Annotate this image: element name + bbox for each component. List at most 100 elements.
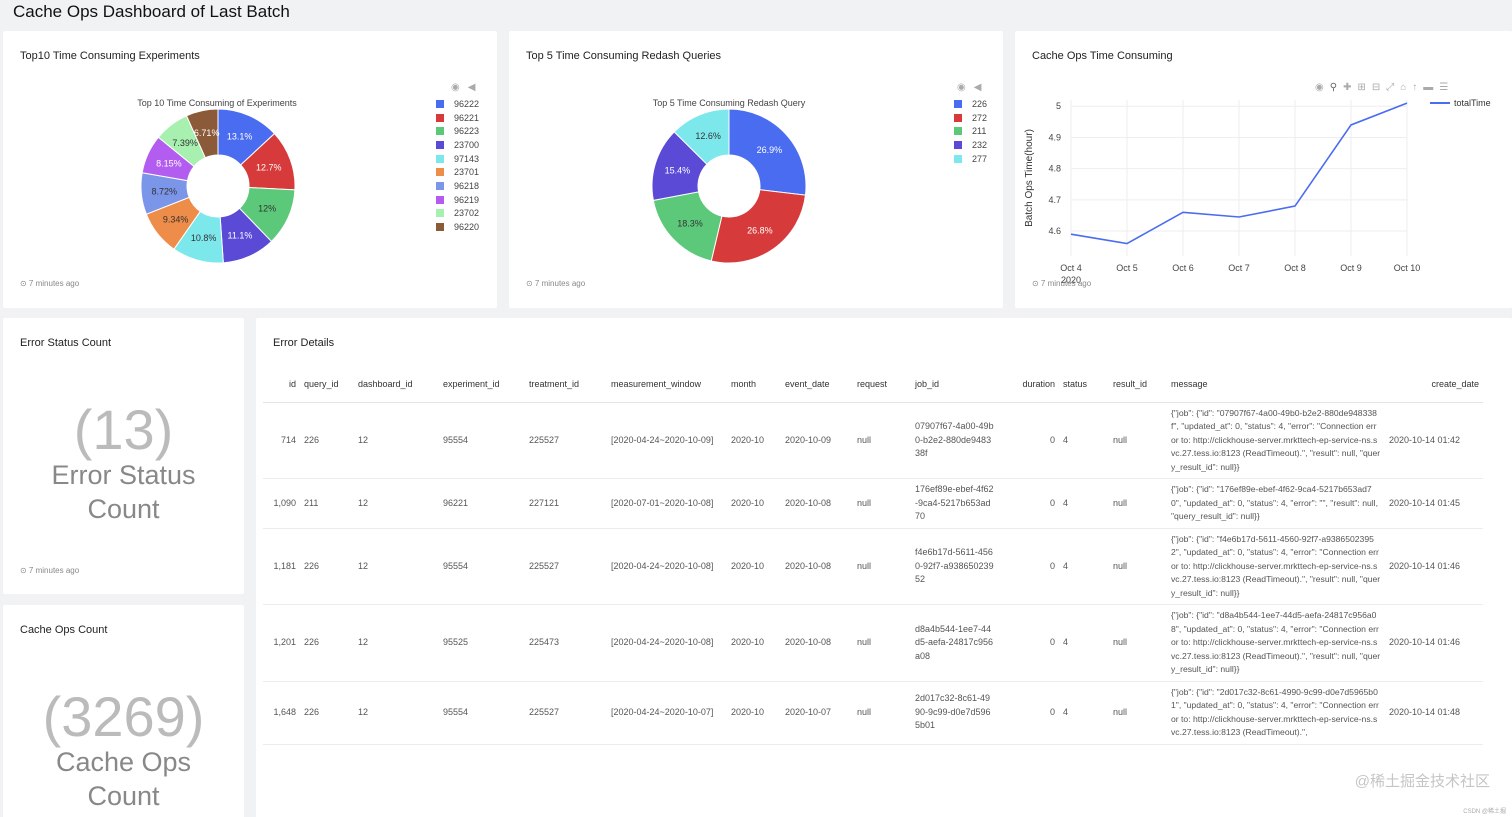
x-tick-label: Oct 6: [1172, 263, 1194, 273]
legend-item[interactable]: 97143: [436, 152, 479, 166]
pan-icon[interactable]: ✚: [1343, 82, 1352, 93]
table-cell: 227121: [525, 478, 607, 529]
legend-label[interactable]: totalTime: [1454, 98, 1491, 108]
legend-item[interactable]: 96220: [436, 220, 479, 234]
reset-axes-icon[interactable]: ⌂: [1400, 82, 1407, 93]
column-header[interactable]: measurement_window: [607, 366, 727, 403]
pie-chart[interactable]: 13.1% 12.7% 12% 11.1% 10.8%9.34% 8.72% 8.15% 7.…: [133, 101, 303, 271]
zoom-icon[interactable]: ⚲: [1329, 82, 1338, 93]
legend-label: 232: [972, 139, 988, 150]
legend-item[interactable]: 226: [954, 97, 987, 111]
table-cell: 95554: [439, 681, 525, 745]
autoscale-icon[interactable]: ⤢: [1386, 82, 1395, 93]
table-cell: 1,090: [263, 478, 300, 529]
legend-item[interactable]: 232: [954, 138, 987, 152]
legend-swatch: [436, 223, 444, 232]
legend-item[interactable]: 96223: [436, 124, 479, 138]
panel-title: Error Details: [273, 337, 335, 349]
legend-item[interactable]: 96219: [436, 193, 479, 207]
table-row[interactable]: 1,090 211 12 96221 227121 [2020-07-01~2020-10…: [263, 478, 1483, 529]
table-row[interactable]: 1,201 226 12 95525 225473 [2020-04-24~2020-10…: [263, 604, 1483, 682]
table-cell: 226: [300, 681, 354, 745]
column-header[interactable]: experiment_id: [439, 366, 525, 403]
slice-label: 26.9%: [757, 145, 783, 155]
error-details-panel: Error Details id query_id dashboard_id expe…: [256, 318, 1512, 817]
column-header[interactable]: job_id: [911, 366, 999, 403]
spike-icon[interactable]: ↑: [1412, 82, 1418, 93]
table-cell: 226: [300, 604, 354, 682]
column-header[interactable]: event_date: [781, 366, 853, 403]
column-header[interactable]: id: [263, 366, 300, 403]
table-cell: 2020-10: [727, 478, 781, 529]
camera-icon[interactable]: ◉: [451, 82, 460, 93]
legend-label: 23701: [454, 167, 480, 178]
pie-slice[interactable]: [652, 191, 723, 262]
column-header[interactable]: result_id: [1109, 366, 1167, 403]
column-header[interactable]: dashboard_id: [354, 366, 439, 403]
tag-icon[interactable]: ◀: [467, 82, 476, 93]
camera-icon[interactable]: ◉: [957, 82, 966, 93]
table-cell: 1,181: [263, 528, 300, 605]
line-chart[interactable]: 5 4.9 4.8 4.7 4.6 Oct 4 Oct 5 Oct 6 Oct 7 Oct 8 Oc…: [1015, 86, 1505, 286]
table-cell: {"job": {"id": "07907f67-4a00-49b0-b2e2-…: [1167, 402, 1385, 479]
x-year-label: 2020: [1061, 275, 1081, 285]
chart-legend[interactable]: 226 272 211 232 277: [954, 97, 987, 165]
legend-item[interactable]: 277: [954, 152, 987, 166]
table-cell: 2020-10-14 01:42: [1385, 402, 1483, 479]
legend-label: 211: [972, 126, 987, 137]
legend-item[interactable]: 23702: [436, 207, 479, 221]
pie-slice[interactable]: [185, 108, 219, 159]
table-cell: 12: [354, 402, 439, 479]
zoom-in-icon[interactable]: ⊞: [1357, 82, 1366, 93]
table-cell: 2020-10: [727, 528, 781, 605]
column-header[interactable]: query_id: [300, 366, 354, 403]
column-header[interactable]: treatment_id: [525, 366, 607, 403]
table-cell: 12: [354, 478, 439, 529]
legend-item[interactable]: 96222: [436, 97, 479, 111]
legend-item[interactable]: 96221: [436, 111, 479, 125]
x-tick-label: Oct 9: [1340, 263, 1362, 273]
camera-icon[interactable]: ◉: [1315, 82, 1324, 93]
legend-label: 23700: [454, 139, 480, 150]
closest-icon[interactable]: ☰: [1439, 82, 1449, 93]
legend-label: 96218: [454, 180, 480, 191]
counter-value: (13): [73, 398, 174, 461]
experiments-panel: Top10 Time Consuming Experiments ◉ ◀ Top…: [3, 31, 497, 308]
table-cell: 2d017c32-8c61-4990-9c99-d0e7d5965b01: [911, 681, 999, 745]
chart-legend[interactable]: 96222 96221 96223 23700 97143 23701 96218 96219…: [436, 97, 479, 234]
legend-item[interactable]: 23701: [436, 165, 479, 179]
table-row[interactable]: 714 226 12 95554 225527 [2020-04-24~2020-10-0…: [263, 402, 1483, 479]
table-cell: null: [853, 604, 911, 682]
error-status-panel: Error Status Count (13) Error Status Cou…: [3, 318, 244, 594]
tag-icon[interactable]: ◀: [973, 82, 982, 93]
compare-icon[interactable]: ▬: [1423, 82, 1434, 93]
table-row[interactable]: 1,648 226 12 95554 225527 [2020-04-24~2020-10…: [263, 681, 1483, 745]
table-cell: 211: [300, 478, 354, 529]
pie-slice[interactable]: [710, 189, 807, 264]
zoom-out-icon[interactable]: ⊟: [1371, 82, 1381, 93]
slice-label: 8.72%: [152, 186, 178, 196]
slice-label: 11.1%: [227, 230, 252, 240]
legend-item[interactable]: 272: [954, 111, 987, 125]
column-header[interactable]: create_date: [1385, 366, 1483, 403]
column-header[interactable]: message: [1167, 366, 1385, 403]
pie-slice[interactable]: [673, 108, 730, 165]
csdn-watermark: CSDN @稀土掘: [1463, 809, 1506, 815]
column-header[interactable]: duration: [999, 366, 1059, 403]
pie-chart[interactable]: 26.9% 26.8% 18.3% 15.4% 12.6%: [644, 101, 814, 271]
column-header[interactable]: month: [727, 366, 781, 403]
table-cell: null: [853, 402, 911, 479]
legend-item[interactable]: 211: [954, 124, 987, 138]
column-header[interactable]: request: [853, 366, 911, 403]
table-cell: null: [1109, 604, 1167, 682]
table-cell: 4: [1059, 402, 1109, 479]
legend-item[interactable]: 23700: [436, 138, 479, 152]
table-row[interactable]: 1,181 226 12 95554 225527 [2020-04-24~2020-10…: [263, 528, 1483, 605]
column-header[interactable]: status: [1059, 366, 1109, 403]
series-line[interactable]: [1070, 102, 1408, 245]
legend-item[interactable]: 96218: [436, 179, 479, 193]
table-cell: f4e6b17d-5611-4560-92f7-a93865023952: [911, 528, 999, 605]
pie-slice[interactable]: [728, 108, 807, 196]
table-cell: {"job": {"id": "2d017c32-8c61-4990-9c99-…: [1167, 681, 1385, 745]
slice-label: 6.71%: [194, 128, 220, 138]
